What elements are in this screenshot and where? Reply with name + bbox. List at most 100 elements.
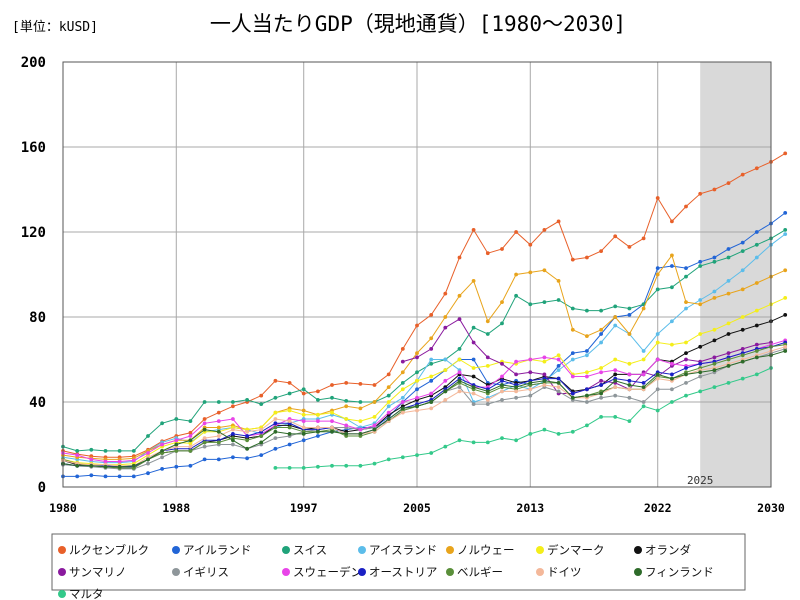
data-point xyxy=(316,412,320,417)
data-point xyxy=(570,429,575,434)
legend-label: アイルランド xyxy=(183,543,251,557)
data-point xyxy=(655,287,660,292)
data-point xyxy=(698,361,703,366)
data-point xyxy=(740,359,745,364)
data-point xyxy=(698,191,703,196)
legend-label: ノルウェー xyxy=(457,543,515,557)
data-point xyxy=(146,451,150,455)
data-point xyxy=(514,230,518,234)
data-point xyxy=(415,404,419,409)
data-point xyxy=(301,408,306,413)
data-point xyxy=(726,255,731,260)
legend-marker xyxy=(536,568,544,576)
data-point xyxy=(698,344,703,349)
data-point xyxy=(627,245,632,249)
data-point xyxy=(726,247,731,251)
data-point xyxy=(287,425,292,430)
data-point xyxy=(754,355,759,360)
data-point xyxy=(500,321,504,326)
data-point xyxy=(783,313,788,317)
data-point xyxy=(386,404,391,409)
data-point xyxy=(712,361,717,366)
data-point xyxy=(160,442,165,447)
legend-marker xyxy=(58,568,66,576)
data-point xyxy=(570,357,575,362)
data-point xyxy=(726,279,731,283)
data-point xyxy=(216,400,221,404)
legend-marker xyxy=(446,568,454,576)
y-tick-label: 120 xyxy=(21,225,46,241)
data-point xyxy=(216,457,221,462)
data-point xyxy=(585,255,589,260)
data-point xyxy=(641,372,646,377)
data-point xyxy=(344,423,349,428)
data-point xyxy=(429,347,434,351)
data-point xyxy=(670,253,674,258)
data-point xyxy=(358,382,363,386)
data-point xyxy=(273,378,278,383)
data-point xyxy=(188,438,193,443)
data-point xyxy=(386,385,391,389)
data-point xyxy=(188,419,193,423)
data-point xyxy=(273,421,278,426)
data-point xyxy=(316,434,320,438)
data-point xyxy=(556,298,561,302)
legend-marker xyxy=(634,568,642,576)
data-point xyxy=(542,355,547,360)
data-point xyxy=(585,423,589,428)
legend-item: ベルギー xyxy=(446,565,503,579)
data-point xyxy=(457,293,462,298)
data-point xyxy=(245,438,250,443)
data-point xyxy=(754,255,759,260)
data-point xyxy=(216,429,221,434)
data-point xyxy=(245,434,250,438)
data-point xyxy=(471,366,476,370)
data-point xyxy=(655,408,660,413)
data-point xyxy=(103,459,108,464)
data-point xyxy=(528,302,533,307)
data-point xyxy=(641,385,646,389)
series-3 xyxy=(61,228,788,453)
data-point xyxy=(358,427,363,432)
data-point xyxy=(684,351,688,355)
data-point xyxy=(542,372,547,377)
data-point xyxy=(160,421,165,426)
data-point xyxy=(528,393,533,398)
data-point xyxy=(556,432,561,436)
data-point xyxy=(726,291,731,296)
data-point xyxy=(202,421,207,426)
data-point xyxy=(146,457,150,462)
data-point xyxy=(556,279,561,283)
plot-border xyxy=(62,61,772,488)
data-point xyxy=(570,306,575,311)
data-point xyxy=(174,438,179,443)
data-point xyxy=(627,419,632,423)
data-point xyxy=(514,372,518,377)
data-point xyxy=(726,321,731,326)
data-point xyxy=(556,389,561,394)
data-point xyxy=(429,451,434,455)
data-point xyxy=(330,425,334,430)
data-point xyxy=(301,419,306,423)
data-point xyxy=(415,323,419,328)
data-point xyxy=(386,457,391,462)
legend-label: マルタ xyxy=(69,587,104,600)
data-point xyxy=(740,327,745,332)
data-point xyxy=(514,272,518,277)
data-point xyxy=(726,181,731,186)
data-point xyxy=(599,391,603,396)
data-point xyxy=(386,400,391,404)
data-point xyxy=(542,359,547,364)
data-point xyxy=(712,338,717,343)
legend-label: デンマーク xyxy=(547,543,605,557)
data-point xyxy=(231,427,235,432)
data-point xyxy=(613,304,618,309)
data-point xyxy=(231,442,235,447)
legend-marker xyxy=(634,546,642,554)
legend-marker xyxy=(282,546,290,554)
data-point xyxy=(684,357,688,362)
legend-label: スウェーデン xyxy=(293,565,362,579)
data-point xyxy=(146,461,150,466)
data-point xyxy=(740,172,745,177)
data-point xyxy=(174,417,179,421)
